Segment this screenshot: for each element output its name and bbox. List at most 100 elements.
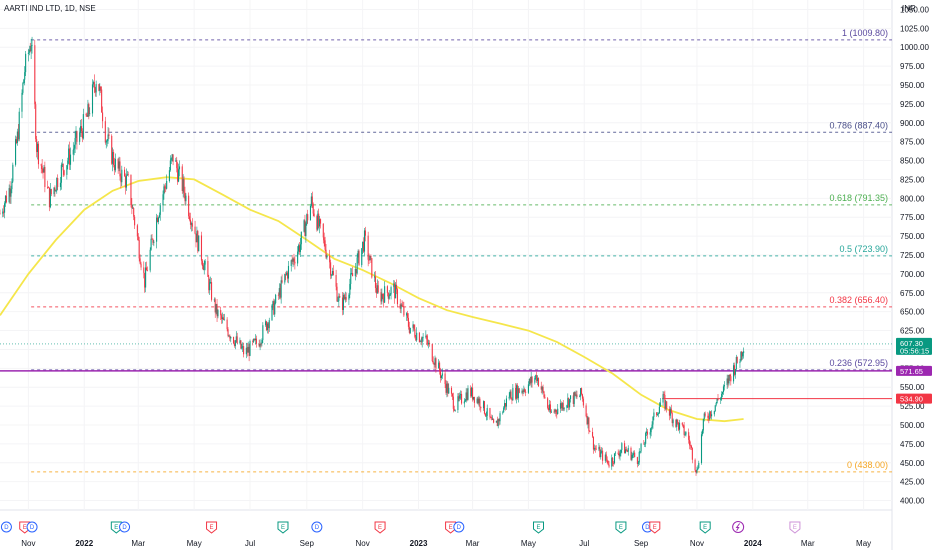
- dividend-marker[interactable]: [26, 521, 38, 533]
- candle-body: [683, 425, 685, 435]
- dividend-marker[interactable]: [311, 521, 323, 533]
- candle-body: [121, 169, 123, 183]
- candle-body: [329, 255, 331, 263]
- candle-body: [223, 319, 225, 321]
- dividend-marker[interactable]: [119, 521, 131, 533]
- earnings-marker[interactable]: [445, 521, 457, 534]
- candle-body: [587, 417, 589, 425]
- candle-body: [99, 86, 101, 91]
- candle-body: [606, 459, 608, 461]
- candle-body: [170, 158, 172, 161]
- earnings-marker[interactable]: [277, 521, 289, 534]
- candle-body: [586, 416, 588, 425]
- candle-body: [233, 343, 235, 346]
- candle-body: [600, 451, 602, 458]
- candle-body: [374, 276, 377, 288]
- candle-body: [249, 341, 251, 356]
- candle-body: [304, 220, 306, 237]
- earnings-marker[interactable]: [206, 521, 218, 534]
- price-tick-label: 1050.00: [900, 5, 929, 14]
- candle-body: [418, 332, 420, 342]
- candle-body: [470, 388, 472, 397]
- candles[interactable]: [0, 36, 745, 476]
- candle-body: [169, 160, 171, 171]
- candle-body: [36, 139, 38, 152]
- candle-body: [573, 392, 575, 404]
- candle-body: [82, 114, 84, 139]
- candle-body: [349, 284, 351, 295]
- horizontal-lines[interactable]: [0, 343, 892, 400]
- candle-body: [694, 459, 696, 471]
- candle-body: [68, 148, 70, 161]
- candle-body: [88, 104, 90, 114]
- price-tick-label: 825.00: [900, 175, 925, 184]
- candle-body: [383, 296, 385, 303]
- time-axis[interactable]: Nov 2022 Mar May Jul Sep Nov 2023 Mar May Jul Sep No…: [21, 539, 871, 548]
- candle-body: [130, 174, 132, 206]
- price-axis[interactable]: 1050.00 1025.00 1000.00 975.00 950.00 925.00 9…: [900, 5, 929, 505]
- candle-body: [298, 245, 300, 252]
- dividend-marker[interactable]: [0, 521, 12, 533]
- candle-body: [435, 358, 437, 369]
- candle-body: [400, 304, 402, 309]
- candle-body: [143, 267, 145, 273]
- candle-body: [374, 276, 376, 278]
- candle-body: [215, 303, 217, 313]
- candle-body: [659, 402, 661, 407]
- candle-body: [202, 266, 204, 271]
- time-tick-label: Nov: [356, 539, 370, 548]
- candle-body: [47, 186, 49, 188]
- candle-body: [696, 469, 698, 473]
- candle-body: [664, 394, 666, 409]
- candle-body: [395, 284, 397, 299]
- candle-body: [710, 411, 712, 417]
- candle-body: [460, 393, 462, 396]
- candle-body: [684, 434, 686, 436]
- earnings-marker[interactable]: [789, 521, 801, 534]
- currency-label: INR: [902, 4, 916, 13]
- candle-body: [663, 394, 665, 395]
- candle-body: [21, 92, 23, 112]
- candle-body: [542, 386, 544, 392]
- candle-body: [439, 371, 442, 379]
- earnings-marker[interactable]: [615, 521, 627, 534]
- candle-body: [537, 378, 540, 387]
- price-tick-label: 750.00: [900, 232, 925, 241]
- candle-body: [608, 464, 610, 467]
- candle-body: [166, 180, 168, 189]
- dividend-marker[interactable]: [453, 521, 465, 533]
- candle-body: [381, 293, 383, 302]
- candle-body: [243, 346, 245, 355]
- candle-body: [645, 432, 647, 444]
- candle-body: [465, 392, 467, 401]
- earnings-marker[interactable]: [699, 521, 711, 534]
- candle-body: [535, 375, 537, 378]
- candle-body: [48, 187, 51, 208]
- candle-body: [236, 336, 238, 344]
- candle-body: [708, 417, 710, 420]
- candle-body: [262, 325, 264, 341]
- earnings-marker[interactable]: [110, 521, 122, 534]
- candle-body: [92, 82, 94, 85]
- candle-body: [344, 297, 346, 299]
- candle-body: [639, 451, 641, 453]
- candle-body: [575, 394, 577, 396]
- candle-body: [136, 225, 138, 237]
- candle-body: [246, 347, 248, 353]
- earnings-marker[interactable]: [374, 521, 386, 534]
- candle-body: [599, 447, 601, 458]
- candle-body: [125, 175, 127, 188]
- candle-body: [290, 260, 292, 266]
- candle-body: [12, 164, 14, 182]
- candle-body: [726, 378, 728, 386]
- candle-body: [164, 186, 166, 188]
- price-tag-countdown: 05:56:15: [900, 346, 929, 355]
- candle-body: [651, 424, 653, 428]
- earnings-marker[interactable]: [532, 521, 544, 534]
- candle-body: [499, 413, 501, 422]
- candle-body: [742, 353, 744, 357]
- earnings-marker[interactable]: [649, 521, 661, 534]
- candle-body: [576, 394, 578, 398]
